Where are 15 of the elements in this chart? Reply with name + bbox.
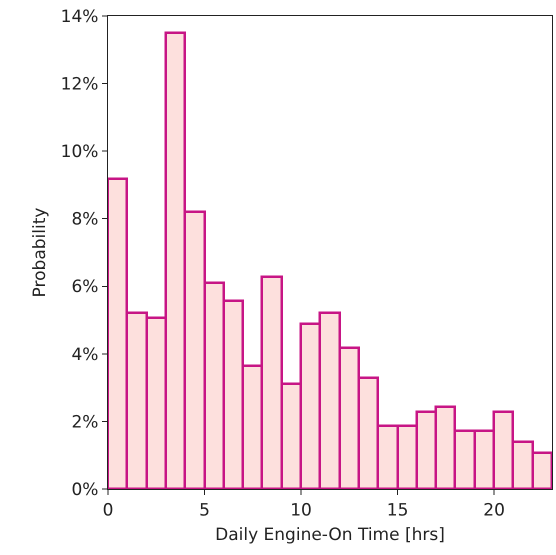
y-tick-label: 0% [71,480,98,500]
y-tick-label: 8% [71,210,98,230]
y-tick-label: 4% [71,344,98,365]
x-axis-title: Daily Engine-On Time [hrs] [215,524,445,545]
y-tick-label: 14% [60,6,98,27]
x-tick-label: 0 [102,500,114,521]
x-tick-label: 10 [290,500,312,521]
y-axis-title: Probability [30,208,50,298]
x-tick-label: 15 [386,500,408,521]
x-tick-label: 5 [199,500,210,521]
y-tick-label: 12% [60,74,98,95]
x-tick-label: 20 [483,500,505,521]
y-tick-label: 10% [60,142,98,162]
y-tick-label: 2% [71,412,98,432]
y-tick-label: 6% [71,277,98,298]
